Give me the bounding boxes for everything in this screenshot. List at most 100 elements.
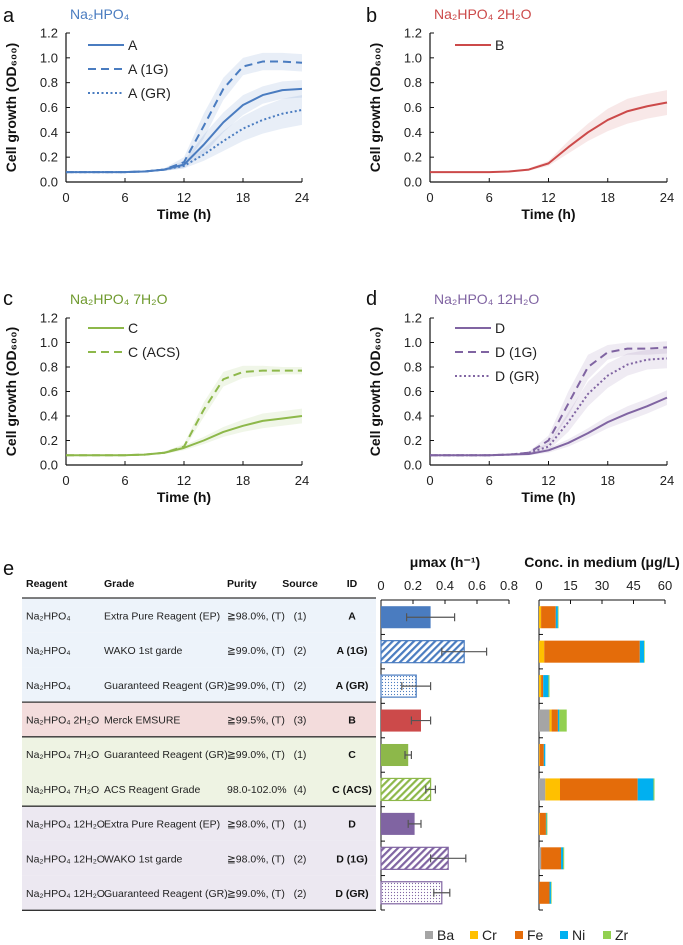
x-tick-label: 6 <box>121 473 128 488</box>
y-tick-label: 0.6 <box>40 100 58 115</box>
bar-segment-fe <box>560 778 638 801</box>
legend-swatch-ba <box>425 931 433 939</box>
table-cell-grade: Merck EMSURE <box>104 714 180 726</box>
x-tick-label: 18 <box>236 190 250 205</box>
x-tick-label: 18 <box>601 190 615 205</box>
table-row-bg <box>22 598 376 633</box>
error-bar <box>433 888 451 897</box>
table-cell-id: A (1G) <box>336 645 367 657</box>
x-tick-label: 6 <box>486 473 493 488</box>
error-band-a <box>66 80 302 173</box>
table-cell-reagent: Na₂HPO₄ 12H₂O <box>26 853 105 865</box>
series-line-b <box>430 101 668 174</box>
bar-c <box>381 743 409 767</box>
y-tick-label: 0.2 <box>404 150 422 165</box>
legend-swatch-zr <box>603 931 611 939</box>
bar-segment-zr <box>563 847 565 870</box>
bar-segment-zr <box>653 778 655 801</box>
x-tick-label: 0.4 <box>436 578 454 593</box>
x-axis-label: Time (h) <box>521 489 575 505</box>
y-tick-label: 1.2 <box>40 311 58 326</box>
bar-segment-cr <box>549 709 552 732</box>
table-row-bg <box>22 840 376 876</box>
legend-label: Zr <box>615 927 629 943</box>
error-band-c-acs- <box>66 365 302 456</box>
line-chart-a: Na₂HPO₄ 0.0 0.2 0.4 0.6 0.8 1.0 1.2 0 6 12 18 24 Time… <box>3 6 309 222</box>
table-cell-source: (2) <box>294 853 307 865</box>
table-cell-id: D (GR) <box>335 888 368 900</box>
table-cell-purity: ≧99.0%, (T) <box>227 680 285 692</box>
y-tick-label: 0.8 <box>404 360 422 375</box>
series-line-a-1g- <box>66 60 303 174</box>
table-header-grade: Grade <box>104 578 135 590</box>
y-tick-label: 0.4 <box>404 125 422 140</box>
table-cell-id: A <box>348 610 356 622</box>
table-cell-purity: ≧98.0%, (T) <box>227 853 285 865</box>
bar-chart-mu: μmax (h⁻¹) 0 0.2 0.4 0.6 0.8 <box>377 554 518 911</box>
y-tick-label: 1.0 <box>40 335 58 350</box>
table-cell-grade: ACS Reagent Grade <box>104 784 200 796</box>
x-tick-label: 0.8 <box>500 578 518 593</box>
error-band-d-1g- <box>430 341 667 456</box>
legend-label: A (1G) <box>128 61 168 77</box>
y-tick-label: 0.6 <box>40 384 58 399</box>
y-axis-label: Cell growth (OD₆₀₀) <box>3 327 19 456</box>
y-tick-label: 0.0 <box>404 458 422 473</box>
bar-segment-ni <box>637 778 654 801</box>
table-cell-purity: 98.0-102.0% <box>227 784 287 796</box>
table-cell-source: (2) <box>294 645 307 657</box>
bar-segment-cr <box>539 640 545 663</box>
table-cell-grade: Guaranteed Reagent (GR) <box>104 888 228 900</box>
bar-segment-zr <box>559 709 567 732</box>
table-cell-reagent: Na₂HPO₄ <box>26 645 71 657</box>
table-cell-source: (1) <box>294 819 307 831</box>
panel-letter-a: a <box>3 5 15 27</box>
bar-segment-ni <box>639 640 644 663</box>
legend-label: A <box>128 37 138 53</box>
bar-segment-fe <box>544 640 640 663</box>
bar-segment-cr <box>545 778 560 801</box>
panel-letter-d: d <box>366 288 377 310</box>
bar-segment-fe <box>541 606 556 629</box>
legend-label: D (GR) <box>495 368 539 384</box>
table-row-bg <box>22 667 376 703</box>
x-tick-label: 0 <box>377 578 384 593</box>
table-cell-grade: Extra Pure Reagent (EP) <box>104 610 220 622</box>
table-cell-purity: ≧99.0%, (T) <box>227 888 285 900</box>
y-tick-label: 0.6 <box>404 384 422 399</box>
y-tick-label: 0.8 <box>40 75 58 90</box>
table-cell-source: (2) <box>294 888 307 900</box>
x-tick-label: 0.2 <box>404 578 422 593</box>
table-header-id: ID <box>347 578 358 590</box>
table-row-bg <box>22 632 376 668</box>
x-tick-label: 6 <box>486 190 493 205</box>
x-axis-label: Time (h) <box>521 206 575 222</box>
x-tick-label: 24 <box>295 473 309 488</box>
x-tick-label: 12 <box>541 190 555 205</box>
bar-segment-ni <box>545 812 547 835</box>
table-header-source: Source <box>282 578 318 590</box>
table-cell-source: (2) <box>294 680 307 692</box>
table-cell-source: (3) <box>294 714 307 726</box>
panel-letter-e: e <box>3 558 14 580</box>
table-cell-id: C (ACS) <box>332 784 372 796</box>
bar-segment-zr <box>557 606 559 629</box>
legend-label: C <box>128 320 138 336</box>
y-tick-label: 0.0 <box>40 458 58 473</box>
bar-chart-conc: Conc. in medium (μg/L) 0 15 30 45 60 Ba Cr Fe Ni Z… <box>425 554 680 943</box>
x-tick-label: 0 <box>426 190 433 205</box>
chart-title: μmax (h⁻¹) <box>410 554 480 570</box>
table-cell-id: B <box>348 714 356 726</box>
bar-segment-fe <box>551 709 558 732</box>
table-cell-source: (4) <box>294 784 307 796</box>
y-tick-label: 0.4 <box>404 409 422 424</box>
y-tick-label: 0.8 <box>404 75 422 90</box>
y-tick-label: 1.2 <box>404 26 422 41</box>
bar-segment-fe <box>541 675 544 698</box>
bar-segment-fe <box>539 881 550 904</box>
legend-swatch-fe <box>515 931 523 939</box>
chart-title: Conc. in medium (μg/L) <box>524 554 680 570</box>
table-cell-reagent: Na₂HPO₄ 12H₂O <box>26 888 105 900</box>
